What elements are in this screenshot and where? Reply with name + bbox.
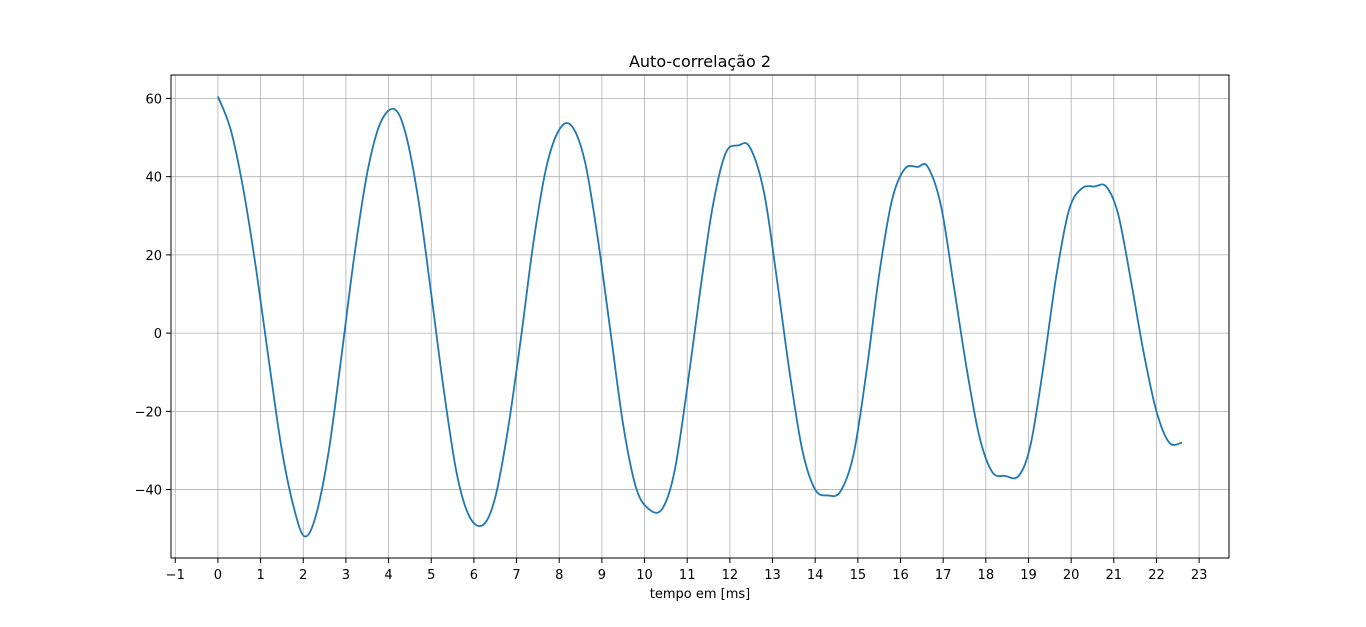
axes-frame — [170, 74, 1230, 559]
x-tick-label: 17 — [935, 568, 952, 583]
y-tick-label: 0 — [154, 327, 162, 342]
x-tick-label: 1 — [256, 568, 264, 583]
x-tick-label: 13 — [764, 568, 781, 583]
series-line — [217, 96, 1183, 538]
y-tick-label: 20 — [145, 249, 162, 264]
x-tick-label: 2 — [299, 568, 307, 583]
x-tick-label: 9 — [598, 568, 606, 583]
x-tick-label: 22 — [1148, 568, 1165, 583]
x-tick-label: 23 — [1191, 568, 1208, 583]
y-axis-ticks: −40 −20 0 20 40 60 — [135, 92, 171, 499]
chart-title: Auto-correlação 2 — [629, 52, 771, 71]
x-tick-label: −1 — [166, 568, 185, 583]
x-tick-label: 14 — [807, 568, 824, 583]
x-tick-label: 16 — [892, 568, 909, 583]
x-tick-label: 10 — [636, 568, 653, 583]
grid-lines — [171, 75, 1229, 558]
x-tick-label: 12 — [722, 568, 739, 583]
x-tick-label: 21 — [1106, 568, 1123, 583]
x-tick-label: 19 — [1020, 568, 1037, 583]
x-tick-label: 6 — [470, 568, 478, 583]
x-tick-label: 11 — [679, 568, 696, 583]
y-tick-label: 40 — [145, 171, 162, 186]
y-tick-label: 60 — [145, 92, 162, 107]
x-tick-label: 20 — [1063, 568, 1080, 583]
x-tick-label: 3 — [342, 568, 350, 583]
x-tick-label: 7 — [512, 568, 520, 583]
plot-series — [217, 96, 1183, 538]
x-tick-label: 18 — [978, 568, 995, 583]
x-tick-label: 4 — [384, 568, 392, 583]
y-tick-label: −20 — [135, 405, 162, 420]
x-tick-label: 8 — [555, 568, 563, 583]
x-axis-ticks: −1 0 1 2 3 4 5 6 7 8 9 10 11 12 13 14 15 16 17 18 19 20 21 22 23 — [166, 558, 1208, 583]
y-tick-label: −40 — [135, 484, 162, 499]
x-tick-label: 15 — [850, 568, 867, 583]
x-tick-label: 0 — [214, 568, 222, 583]
x-axis-label: tempo em [ms] — [650, 587, 750, 602]
x-tick-label: 5 — [427, 568, 435, 583]
